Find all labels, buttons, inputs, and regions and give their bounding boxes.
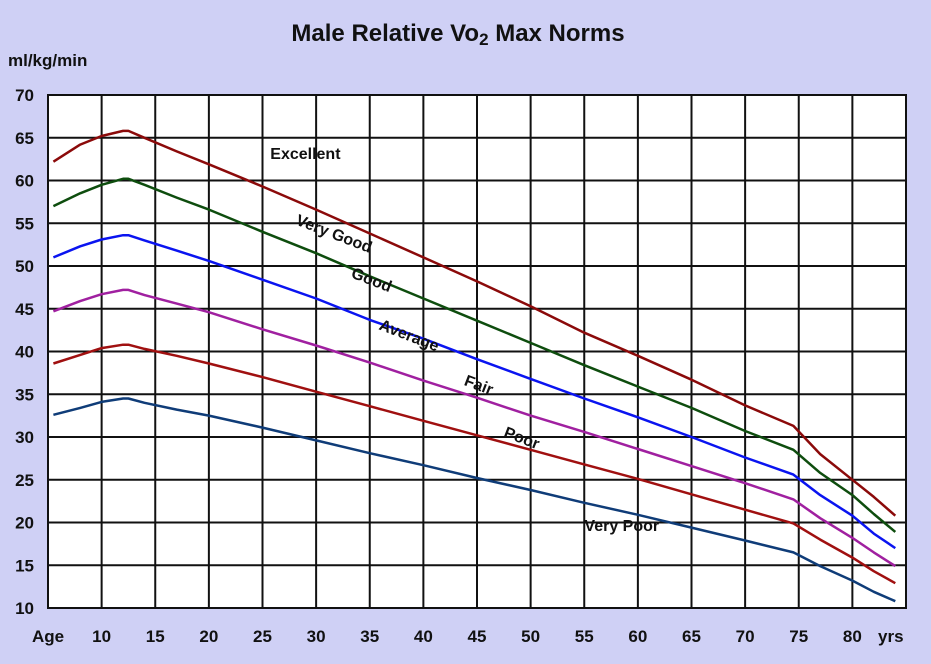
y-tick-label: 30 xyxy=(15,428,34,447)
x-tick-label: 65 xyxy=(682,627,701,646)
series-line-good xyxy=(52,233,896,550)
x-axis-label-left: Age xyxy=(32,627,64,646)
y-axis-label: ml/kg/min xyxy=(8,51,87,70)
x-tick-label: 25 xyxy=(253,627,272,646)
y-tick-label: 60 xyxy=(15,172,34,191)
x-axis-label-right: yrs xyxy=(878,627,904,646)
y-tick-label: 55 xyxy=(15,214,34,233)
x-tick-label: 35 xyxy=(360,627,379,646)
x-tick-label: 70 xyxy=(736,627,755,646)
x-tick-label: 45 xyxy=(468,627,487,646)
x-tick-label: 30 xyxy=(307,627,326,646)
title-subscript: 2 xyxy=(479,30,489,49)
y-tick-label: 45 xyxy=(15,300,34,319)
y-tick-label: 35 xyxy=(15,385,34,404)
x-tick-label: 40 xyxy=(414,627,433,646)
series-line-average xyxy=(52,288,896,568)
y-tick-label: 20 xyxy=(15,514,34,533)
chart-title: Male Relative Vo2 Max Norms xyxy=(0,20,916,50)
series-line-poor xyxy=(53,397,896,603)
x-tick-label: 55 xyxy=(575,627,594,646)
series-line-very-good xyxy=(52,177,897,533)
band-label-very-poor: Very Poor xyxy=(584,518,659,535)
y-tick-label: 10 xyxy=(15,599,34,618)
x-tick-label: 10 xyxy=(92,627,111,646)
series-line-fair xyxy=(53,343,896,585)
x-tick-label: 60 xyxy=(628,627,647,646)
series-label-excellent: Excellent xyxy=(270,146,341,163)
x-tick-label: 50 xyxy=(521,627,540,646)
x-tick-label: 75 xyxy=(789,627,808,646)
title-main: Male Relative Vo xyxy=(291,20,480,47)
y-tick-label: 50 xyxy=(15,257,34,276)
x-tick-label: 80 xyxy=(843,627,862,646)
x-tick-label: 15 xyxy=(146,627,165,646)
series-line-excellent xyxy=(52,129,897,517)
y-tick-label: 40 xyxy=(15,343,34,362)
title-suffix: Max Norms xyxy=(495,20,625,47)
y-tick-label: 70 xyxy=(15,86,34,105)
y-tick-label: 25 xyxy=(15,471,34,490)
y-tick-label: 15 xyxy=(15,556,34,575)
y-tick-label: 65 xyxy=(15,129,34,148)
x-tick-label: 20 xyxy=(199,627,218,646)
